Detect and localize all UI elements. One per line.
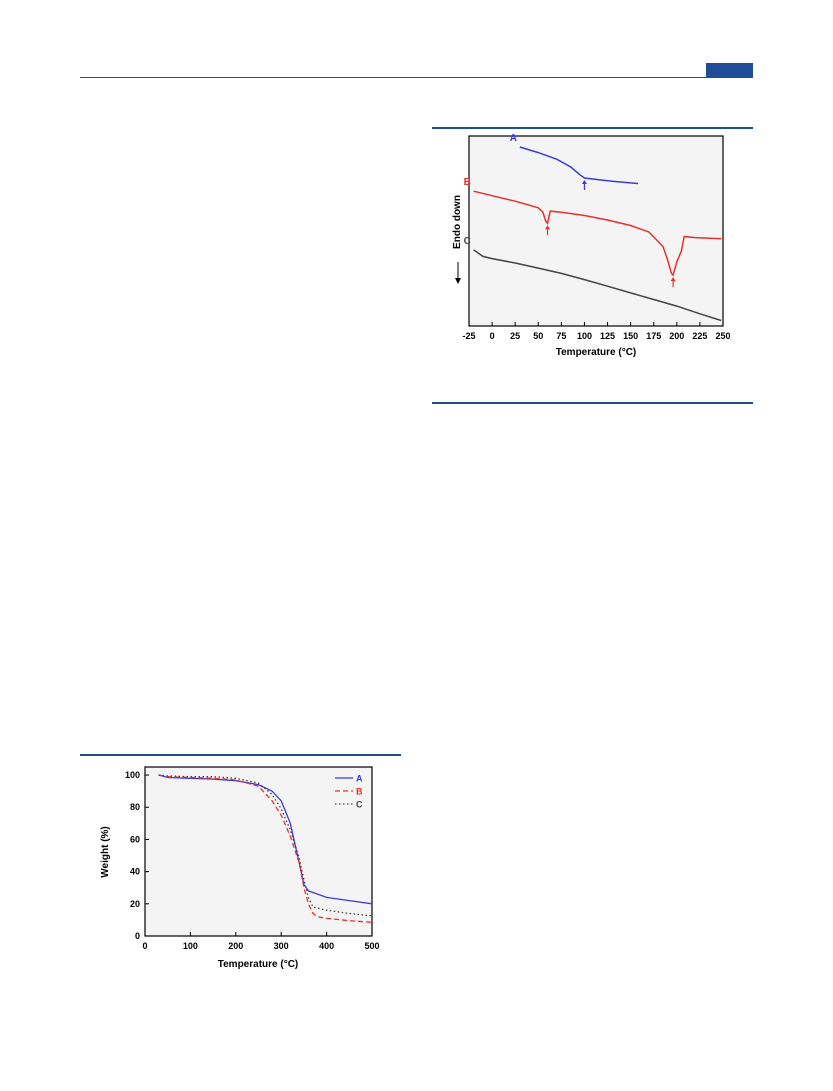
dsc-series-c-label: C [464, 236, 471, 247]
dsc-x-tick-label: 25 [510, 331, 520, 341]
tga-y-tick-label: 60 [130, 834, 140, 844]
dsc-series-a-label: A [510, 133, 517, 144]
endo-down-arrow-icon [455, 262, 461, 284]
tga-y-tick-label: 100 [125, 770, 140, 780]
up-arrow-icon [545, 225, 551, 236]
tga-legend-label: A [356, 774, 363, 784]
tga-x-tick-label: 400 [319, 941, 334, 951]
figure-tga-top-rule [80, 754, 401, 756]
header-rule [80, 77, 753, 78]
dsc-y-axis-label: Endo down [452, 195, 463, 249]
tga-legend-label: C [356, 800, 363, 810]
dsc-x-tick-label: 0 [490, 331, 495, 341]
tga-x-tick-label: 500 [364, 941, 379, 951]
up-arrow-icon [670, 277, 676, 288]
tga-y-tick-label: 40 [130, 867, 140, 877]
dsc-series-a-line [519, 146, 639, 185]
dsc-x-ticks [468, 322, 724, 326]
tga-series-lines [158, 774, 373, 923]
dsc-x-tick-label: -25 [462, 331, 475, 341]
dsc-arrows [545, 179, 676, 288]
dsc-x-tick-labels: -25 0 25 50 75 100 125 150 175 200 225 250 [462, 331, 730, 341]
tga-chart: 0 100 200 300 400 500 0 20 40 60 80 100 ABC Temper… [100, 766, 380, 970]
tga-x-tick-label: 200 [228, 941, 243, 951]
dsc-chart: -25 0 25 50 75 100 125 150 175 200 225 250 A B C Temp… [452, 133, 731, 358]
dsc-plot-area [468, 135, 724, 327]
tga-y-tick-label: 0 [135, 931, 140, 941]
dsc-x-tick-label: 175 [646, 331, 661, 341]
figure-dsc-bottom-rule [432, 402, 753, 404]
tga-plot-area [144, 766, 373, 937]
tga-y-tick-label: 20 [130, 899, 140, 909]
tga-x-axis-label: Temperature (°C) [218, 959, 299, 970]
dsc-x-tick-label: 200 [669, 331, 684, 341]
dsc-x-tick-label: 75 [556, 331, 566, 341]
header-page-tab [706, 63, 753, 77]
dsc-x-tick-label: 125 [600, 331, 615, 341]
tga-x-tick-label: 100 [183, 941, 198, 951]
tga-legend: ABC [335, 774, 363, 810]
dsc-series-b-label: B [464, 177, 471, 188]
dsc-series-b-line [473, 190, 722, 277]
tga-legend-label: B [356, 787, 363, 797]
tga-y-axis-label: Weight (%) [100, 826, 111, 877]
tga-legend-item-a: A [335, 774, 363, 784]
dsc-series-c-line [473, 249, 722, 322]
tga-legend-item-b: B [335, 787, 363, 797]
dsc-x-tick-label: 250 [715, 331, 730, 341]
tga-series-a-line [158, 774, 373, 905]
up-arrow-icon [581, 179, 587, 190]
tga-series-b-line [158, 774, 373, 923]
tga-x-tick-labels: 0 100 200 300 400 500 [142, 941, 379, 951]
dsc-series-labels: A B C [464, 133, 517, 247]
dsc-series-lines [473, 146, 722, 322]
dsc-x-axis-label: Temperature (°C) [556, 347, 637, 358]
dsc-x-tick-label: 50 [533, 331, 543, 341]
dsc-x-tick-label: 225 [692, 331, 707, 341]
tga-ticks [144, 774, 373, 937]
tga-x-tick-label: 0 [142, 941, 147, 951]
tga-y-tick-labels: 0 20 40 60 80 100 [125, 770, 140, 941]
tga-y-tick-label: 80 [130, 802, 140, 812]
dsc-x-tick-label: 150 [623, 331, 638, 341]
tga-legend-item-c: C [335, 800, 363, 810]
tga-x-tick-label: 300 [274, 941, 289, 951]
dsc-x-tick-label: 100 [577, 331, 592, 341]
figure-dsc-top-rule [432, 127, 753, 129]
